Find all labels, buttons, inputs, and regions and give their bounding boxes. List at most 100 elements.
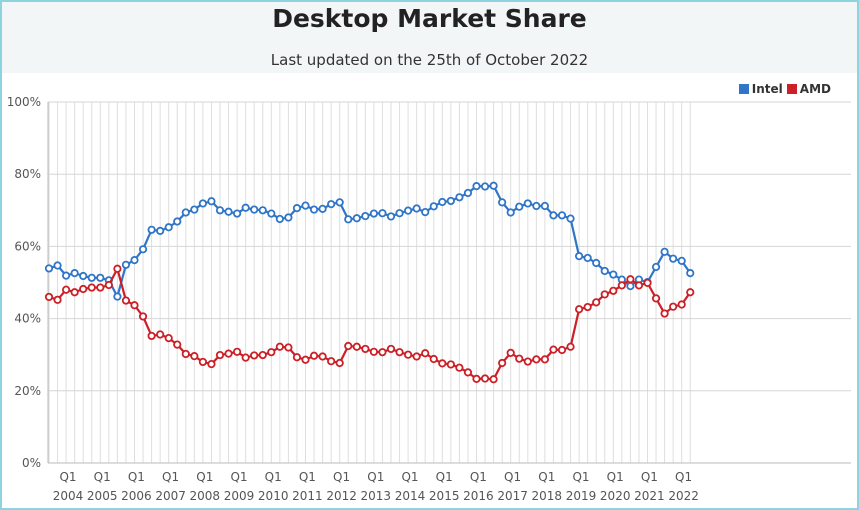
data-point-amd: [600, 290, 609, 299]
data-point-amd: [224, 349, 233, 358]
data-point-amd: [532, 355, 541, 364]
data-point-amd: [130, 301, 139, 310]
data-point-intel: [284, 213, 293, 222]
x-tick-label-year: 2020: [600, 489, 631, 503]
x-tick-label-quarter: Q1: [162, 470, 179, 484]
data-point-intel: [557, 211, 567, 220]
x-tick-label-year: 2021: [634, 489, 665, 503]
data-point-amd: [121, 296, 131, 305]
data-point-intel: [44, 264, 54, 273]
data-point-amd: [609, 286, 618, 295]
data-point-intel: [224, 207, 233, 216]
data-point-intel: [600, 266, 609, 276]
data-point-intel: [147, 225, 156, 234]
data-point-amd: [660, 309, 669, 318]
data-point-intel: [609, 270, 618, 279]
data-point-amd: [61, 285, 71, 294]
data-point-amd: [472, 374, 481, 383]
data-point-intel: [327, 200, 336, 209]
data-point-intel: [352, 214, 361, 223]
x-tick-label-year: 2008: [190, 489, 221, 503]
data-point-intel: [215, 206, 225, 215]
data-point-intel: [190, 205, 199, 214]
data-point-intel: [156, 226, 165, 235]
data-point-intel: [344, 215, 353, 224]
data-point-amd: [53, 295, 62, 304]
data-point-intel: [378, 209, 387, 218]
data-point-intel: [173, 217, 182, 226]
data-point-amd: [651, 294, 661, 303]
data-point-amd: [626, 275, 635, 284]
data-point-intel: [87, 273, 96, 282]
legend-item-intel[interactable]: Intel: [738, 82, 783, 96]
data-point-amd: [258, 350, 267, 360]
data-point-intel: [438, 197, 447, 207]
data-point-intel: [267, 209, 276, 218]
data-point-amd: [361, 344, 370, 354]
data-point-intel: [138, 245, 148, 254]
legend-swatch-intel: [738, 84, 749, 94]
data-point-amd: [275, 342, 284, 351]
data-point-intel: [660, 247, 669, 256]
data-point-intel: [395, 209, 404, 218]
x-tick-label-year: 2015: [429, 489, 460, 503]
x-tick-label-quarter: Q1: [94, 470, 111, 484]
data-point-intel: [463, 188, 473, 198]
y-tick-label: 60%: [14, 239, 41, 253]
chart-header: [2, 2, 857, 73]
data-point-intel: [250, 205, 259, 214]
x-tick-label-quarter: Q1: [607, 470, 624, 484]
data-point-intel: [489, 181, 498, 190]
data-point-amd: [344, 341, 353, 351]
legend-swatch-amd: [786, 84, 797, 94]
data-point-amd: [515, 354, 524, 363]
x-tick-label-year: 2019: [566, 489, 597, 503]
x-tick-label-year: 2018: [532, 489, 563, 503]
data-point-amd: [267, 348, 276, 357]
x-tick-label-quarter: Q1: [470, 470, 487, 484]
x-tick-label-quarter: Q1: [265, 470, 282, 484]
data-point-intel: [626, 282, 635, 291]
data-point-amd: [634, 281, 644, 290]
y-tick-label: 100%: [7, 95, 41, 109]
data-point-intel: [669, 254, 678, 263]
chart-legend: Intel AMD: [735, 82, 831, 96]
data-point-intel: [275, 214, 284, 224]
x-tick-label-year: 2009: [224, 489, 255, 503]
x-tick-label-quarter: Q1: [401, 470, 418, 484]
chart-title: Desktop Market Share: [272, 4, 587, 33]
data-point-amd: [574, 305, 584, 314]
data-point-amd: [156, 330, 165, 339]
data-point-amd: [489, 375, 498, 384]
data-point-intel: [412, 204, 421, 213]
data-point-amd: [617, 281, 626, 290]
x-tick-label-quarter: Q1: [538, 470, 555, 484]
x-tick-label-quarter: Q1: [436, 470, 453, 484]
data-point-amd: [292, 353, 302, 362]
x-tick-label-year: 2010: [258, 489, 289, 503]
x-tick-label-quarter: Q1: [333, 470, 350, 484]
y-tick-label: 20%: [14, 384, 41, 398]
data-point-amd: [104, 280, 113, 290]
data-point-intel: [96, 273, 105, 282]
data-point-amd: [480, 374, 490, 383]
data-point-amd: [566, 342, 575, 351]
data-point-amd: [506, 348, 515, 357]
data-point-intel: [241, 203, 250, 212]
data-point-intel: [121, 260, 131, 269]
y-tick-label: 0%: [22, 456, 41, 470]
x-tick-label-quarter: Q1: [59, 470, 76, 484]
series-line-intel: [48, 184, 692, 298]
data-point-intel: [70, 269, 79, 278]
x-tick-label-quarter: Q1: [367, 470, 384, 484]
legend-item-amd[interactable]: AMD: [786, 82, 831, 96]
x-tick-label-quarter: Q1: [641, 470, 658, 484]
x-tick-label-quarter: Q1: [504, 470, 521, 484]
data-point-intel: [233, 209, 242, 218]
data-point-amd: [395, 348, 404, 357]
data-point-intel: [455, 193, 464, 202]
data-point-intel: [549, 211, 558, 220]
data-point-amd: [44, 292, 54, 302]
data-point-intel: [309, 205, 319, 214]
data-point-intel: [403, 206, 413, 215]
